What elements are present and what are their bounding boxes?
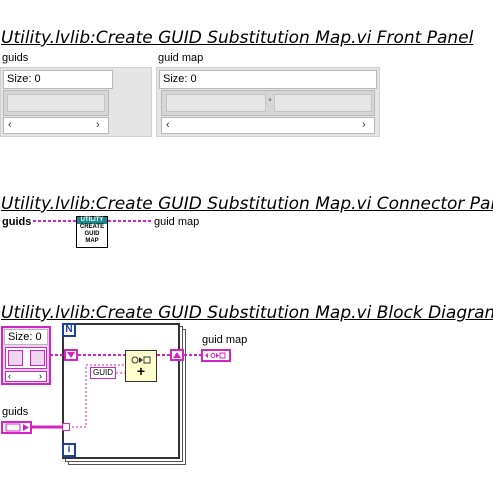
auto-index-tunnel[interactable] — [62, 423, 70, 431]
up-arrow-icon — [173, 352, 181, 358]
connector-pane-heading: Utility.lvlib:Create GUID Substitution M… — [1, 194, 493, 214]
guid-map-element-well[interactable]: • — [161, 90, 375, 116]
guids-element-well[interactable] — [3, 90, 109, 116]
guid-map-scrollbar[interactable]: ‹ › — [161, 117, 375, 134]
guids-size-indicator: Size: 0 — [3, 70, 113, 89]
loop-count-terminal[interactable]: N — [62, 323, 76, 337]
diagram-guids-label: guids — [2, 406, 29, 418]
chevron-left-icon[interactable]: ‹ — [166, 119, 170, 131]
guids-label: guids — [2, 52, 29, 64]
map-divider-icon: • — [268, 95, 272, 106]
chevron-left-icon[interactable]: ‹ — [8, 119, 12, 131]
insert-into-map-node[interactable]: + — [125, 350, 157, 382]
map-pair-icon — [131, 356, 151, 364]
empty-map-key-cell — [8, 350, 23, 366]
shift-register-right[interactable] — [170, 349, 184, 361]
insert-plus-symbol: + — [136, 363, 146, 379]
guid-map-indicator-terminal[interactable] — [201, 349, 231, 362]
guid-map-control[interactable]: Size: 0 • ‹ › — [156, 67, 380, 137]
empty-map-value-cell — [30, 350, 45, 366]
diagram-guid-map-label: guid map — [202, 334, 248, 346]
connector-guids-label: guids — [2, 216, 32, 228]
shift-register-left[interactable] — [64, 349, 78, 361]
map-terminal-icon — [205, 352, 226, 359]
empty-map-element-well[interactable] — [5, 347, 47, 369]
array-terminal-icon — [5, 423, 29, 432]
block-diagram-wires — [32, 354, 202, 429]
front-panel-heading: Utility.lvlib:Create GUID Substitution M… — [1, 28, 474, 48]
guid-map-key-element[interactable] — [166, 94, 266, 112]
vi-icon-line2: GUID — [84, 231, 100, 237]
vi-icon-line3: MAP — [85, 238, 99, 244]
guid-map-value-element[interactable] — [274, 94, 372, 112]
chevron-left-icon[interactable]: ‹ — [8, 371, 11, 381]
vi-icon-line1: CREATE — [79, 224, 105, 230]
guid-string-constant[interactable]: GUID — [90, 367, 116, 379]
vi-icon[interactable]: UTILITY CREATE GUID MAP — [76, 216, 108, 248]
empty-map-constant[interactable]: Size: 0 ‹ › — [1, 326, 51, 385]
connector-guid-map-label: guid map — [154, 216, 200, 228]
guids-scrollbar[interactable]: ‹ › — [3, 117, 109, 134]
loop-index-terminal[interactable]: i — [62, 443, 76, 457]
chevron-right-icon[interactable]: › — [39, 371, 42, 381]
guid-map-size-indicator: Size: 0 — [159, 70, 377, 89]
chevron-right-icon[interactable]: › — [96, 119, 100, 131]
connector-output-wire — [108, 220, 152, 222]
empty-map-size-indicator: Size: 0 — [4, 329, 48, 345]
vi-icon-banner: UTILITY — [77, 217, 107, 224]
down-arrow-icon — [67, 352, 75, 358]
for-loop[interactable] — [62, 323, 180, 459]
chevron-right-icon[interactable]: › — [362, 119, 366, 131]
guids-control-terminal[interactable] — [1, 421, 32, 434]
connector-input-wire — [33, 220, 77, 222]
guid-map-label: guid map — [158, 52, 204, 64]
guids-element[interactable] — [7, 94, 105, 112]
guids-array-control[interactable]: Size: 0 ‹ › — [0, 67, 152, 137]
block-diagram-heading: Utility.lvlib:Create GUID Substitution M… — [1, 303, 493, 323]
empty-map-scrollbar[interactable]: ‹ › — [5, 371, 47, 382]
